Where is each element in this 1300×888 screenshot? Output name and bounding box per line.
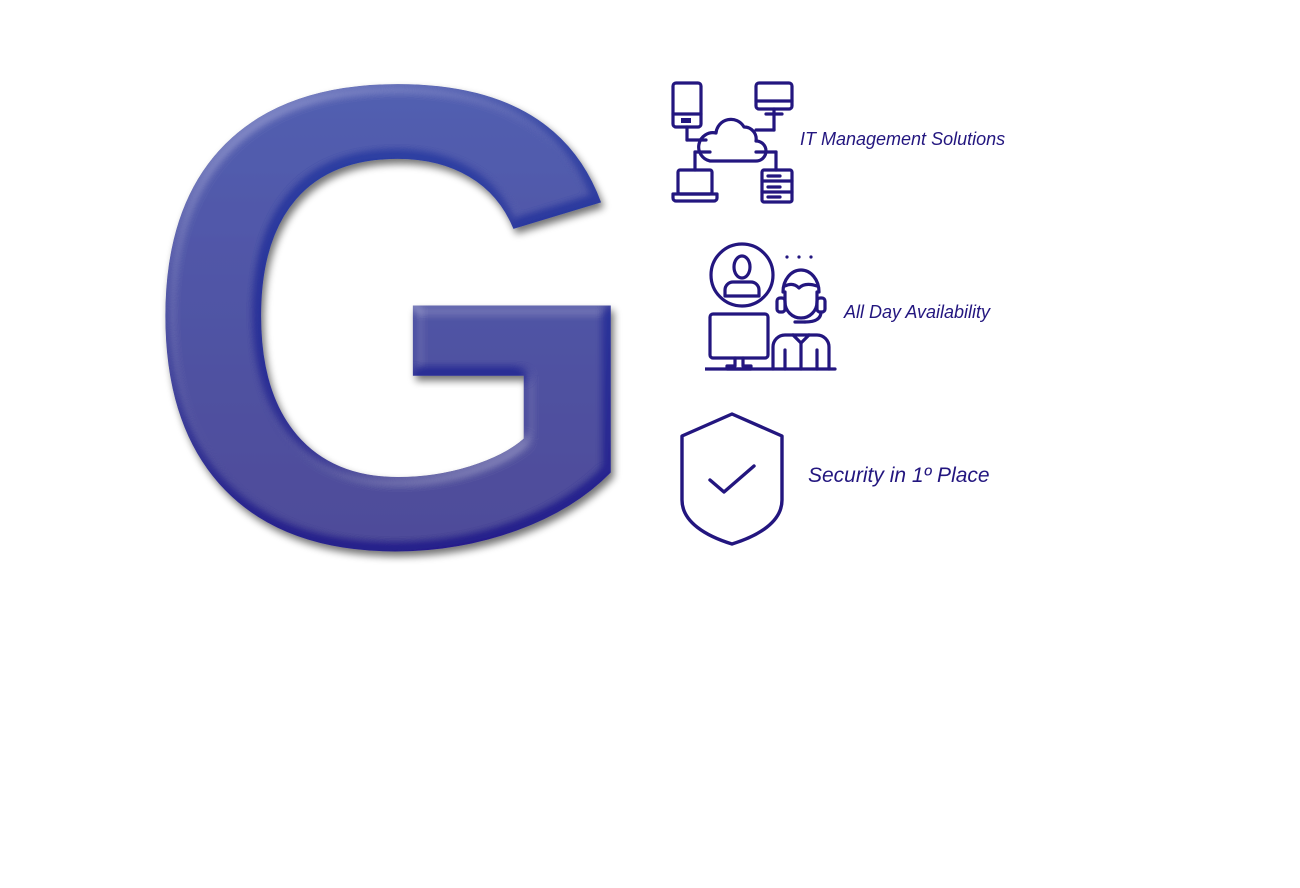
feature-all-day-availability: All Day Availability [705,240,1025,375]
feature-label-security: Security in 1º Place [808,464,990,487]
feature-label-all-day-availability: All Day Availability [844,302,991,322]
logo-g: G [160,40,630,580]
shield-check-icon [680,412,784,546]
feature-label-it-management: IT Management Solutions [800,129,1006,149]
feature-security: Security in 1º Place [678,410,1008,550]
cloud-network-icon [671,81,794,204]
logo-letter: G [160,40,630,580]
support-agent-icon [705,242,837,371]
feature-it-management: IT Management Solutions [670,80,1030,210]
